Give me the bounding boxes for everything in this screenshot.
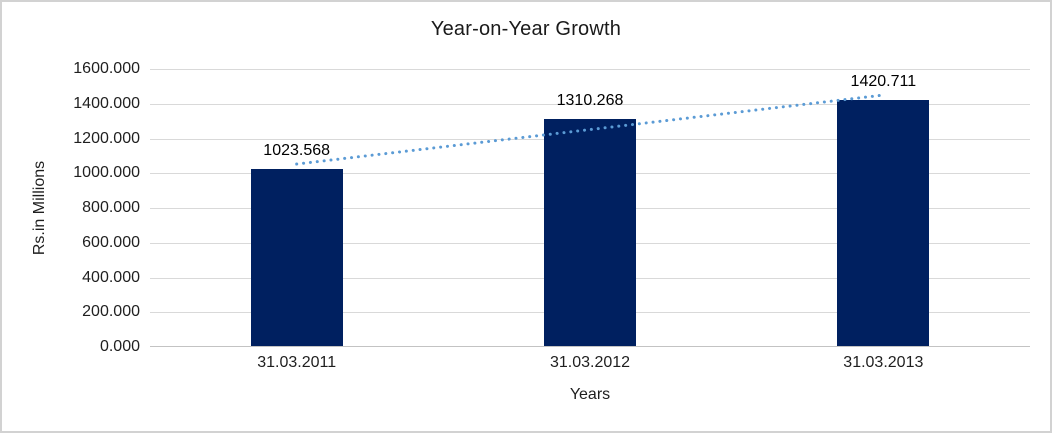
bar: [544, 119, 636, 347]
y-tick-label: 200.000: [82, 303, 140, 321]
plot-area: 1023.568 1310.268 1420.711: [150, 69, 1030, 347]
x-tick-label: 31.03.2013: [843, 354, 924, 371]
y-tick-label: 0.000: [99, 338, 140, 355]
y-tick-label: 1400.000: [73, 94, 140, 112]
gridline: [150, 69, 1030, 70]
trendline: [295, 93, 885, 166]
x-axis-title: Years: [569, 386, 611, 403]
y-tick-label: 1600.000: [73, 60, 140, 77]
bar: [250, 169, 343, 347]
bar: [837, 100, 930, 347]
y-tick-label: 400.000: [82, 268, 140, 286]
y-tick-label: 1200.000: [73, 129, 140, 147]
y-axis-title: Rs.in Millions: [31, 160, 48, 256]
trendline-path: [295, 93, 885, 166]
bar-value-label: 1023.568: [263, 142, 331, 160]
bar-value-label: 1310.268: [556, 92, 624, 110]
y-tick-label: 1000.000: [73, 164, 140, 182]
y-tick-label: 800.000: [82, 199, 140, 216]
gridline: [150, 103, 1030, 105]
x-axis-line: [150, 346, 1030, 347]
x-tick-label: 31.03.2012: [549, 354, 631, 371]
x-axis-tick-labels: 31.03.2011 31.03.2012 31.03.2013: [150, 354, 1030, 376]
x-tick-label: 31.03.2011: [257, 354, 337, 371]
chart-title: Year-on-Year Growth: [430, 18, 622, 40]
bar-value-label: 1420.711: [850, 73, 917, 91]
y-axis-tick-labels: 0.000 200.000 400.000 600.000 800.000 1000.00…: [2, 60, 140, 355]
y-tick-label: 600.000: [82, 233, 140, 251]
